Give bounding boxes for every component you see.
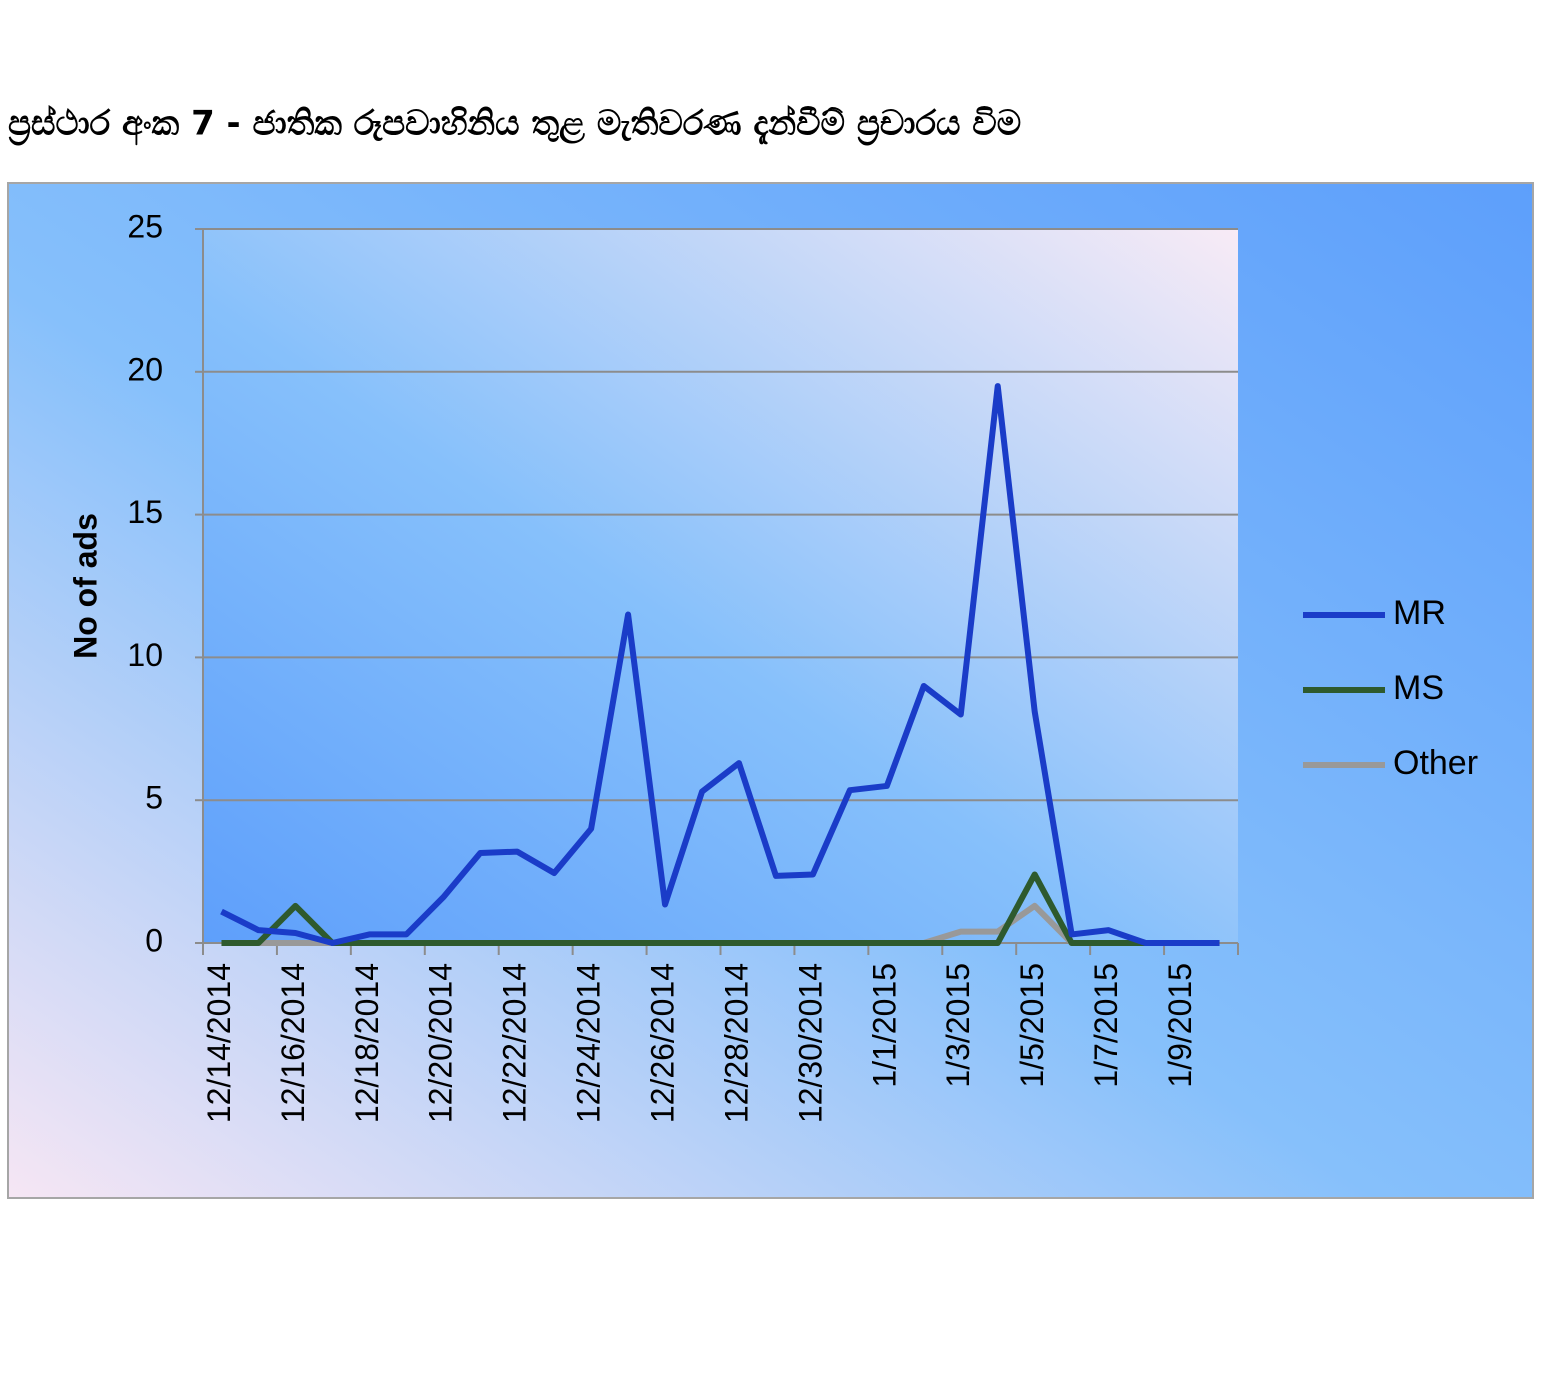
legend-label: MR <box>1393 594 1446 632</box>
y-tick-label: 20 <box>127 351 163 387</box>
x-tick-label: 1/3/2015 <box>940 963 976 1088</box>
legend-label: MS <box>1393 669 1444 707</box>
y-tick-label: 15 <box>127 494 163 530</box>
series-line <box>221 871 1220 946</box>
plot-area <box>203 229 1238 943</box>
y-tick-label: 25 <box>127 208 163 244</box>
x-tick-label: 12/22/2014 <box>497 963 533 1123</box>
x-tick-label: 12/26/2014 <box>645 963 681 1123</box>
x-tick-label: 12/30/2014 <box>792 963 828 1123</box>
x-tick-label: 1/1/2015 <box>866 963 902 1088</box>
y-tick-label: 5 <box>145 780 163 816</box>
x-tick-label: 1/9/2015 <box>1162 963 1198 1088</box>
x-tick-label: 12/16/2014 <box>275 963 311 1123</box>
y-axis-label: No of ads <box>67 513 103 659</box>
y-tick-label: 10 <box>127 637 163 673</box>
x-tick-label: 12/28/2014 <box>718 963 754 1123</box>
chart-title: ප්‍රස්ථාර අංක 7 - ජාතික රූපවාහිනිය තුළ ම… <box>8 103 1021 146</box>
series-line <box>220 383 1220 946</box>
x-tick-label: 12/24/2014 <box>571 963 607 1123</box>
x-tick-label: 12/20/2014 <box>423 963 459 1123</box>
x-tick-label: 1/7/2015 <box>1088 963 1124 1088</box>
y-tick-label: 0 <box>145 922 163 958</box>
x-tick-label: 12/18/2014 <box>349 963 385 1123</box>
x-tick-label: 12/14/2014 <box>201 963 237 1123</box>
legend-label: Other <box>1393 744 1478 782</box>
x-tick-label: 1/5/2015 <box>1014 963 1050 1088</box>
